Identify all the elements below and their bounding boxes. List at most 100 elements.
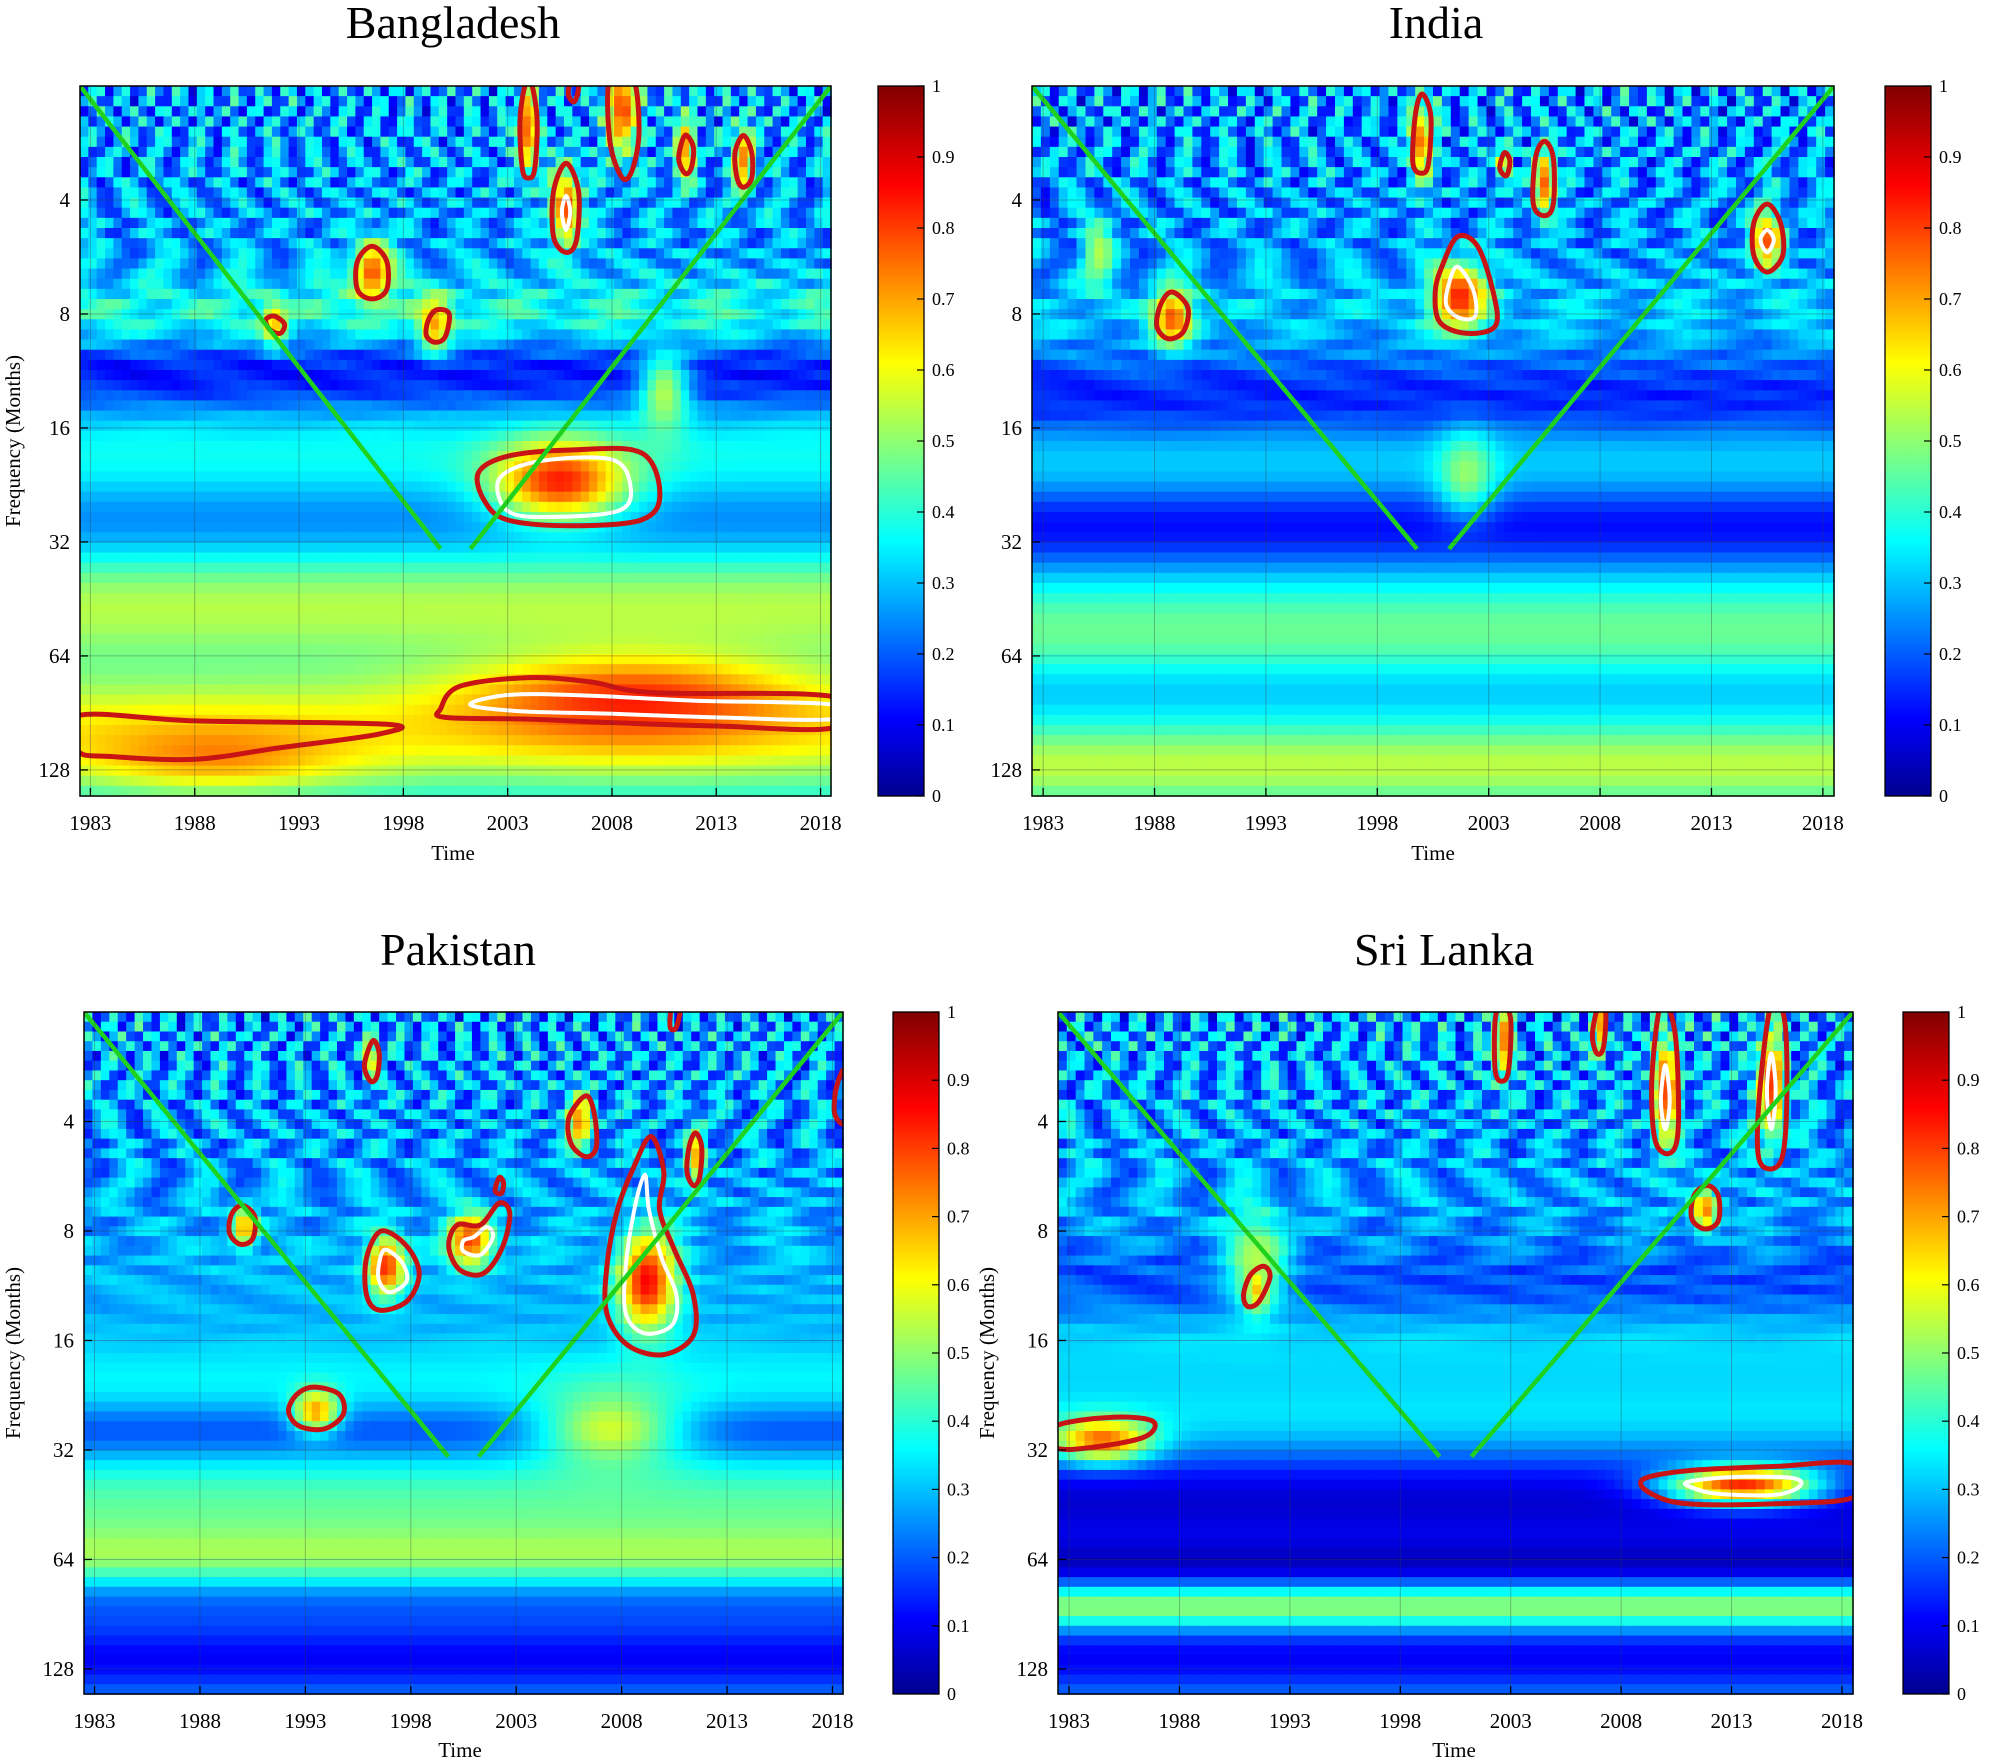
heatmap-cell bbox=[631, 431, 640, 442]
heatmap-cell bbox=[255, 613, 264, 624]
heatmap-cell bbox=[372, 624, 381, 635]
heatmap-cell bbox=[539, 238, 548, 249]
heatmap-cell bbox=[439, 208, 448, 219]
heatmap-cell bbox=[297, 157, 306, 168]
heatmap-cell bbox=[581, 482, 590, 493]
heatmap-cell bbox=[272, 451, 281, 462]
heatmap-cell bbox=[714, 198, 723, 209]
heatmap-cell bbox=[138, 228, 147, 239]
heatmap-cell bbox=[589, 208, 598, 219]
heatmap-cell bbox=[756, 603, 765, 614]
heatmap-cell bbox=[289, 258, 298, 269]
heatmap-cell bbox=[339, 471, 348, 482]
heatmap-cell bbox=[230, 137, 239, 148]
heatmap-cell bbox=[472, 522, 481, 533]
heatmap-cell bbox=[389, 208, 398, 219]
heatmap-cell bbox=[389, 299, 398, 310]
heatmap-cell bbox=[88, 198, 97, 209]
heatmap-cell bbox=[522, 248, 531, 259]
heatmap-cell bbox=[297, 613, 306, 624]
heatmap-cell bbox=[531, 187, 540, 198]
heatmap-cell bbox=[272, 258, 281, 269]
heatmap-cell bbox=[806, 198, 815, 209]
heatmap-cell bbox=[230, 512, 239, 523]
heatmap-cell bbox=[147, 411, 156, 422]
heatmap-cell bbox=[723, 137, 732, 148]
heatmap-cell bbox=[489, 400, 498, 411]
heatmap-cell bbox=[672, 553, 681, 564]
heatmap-cell bbox=[806, 238, 815, 249]
heatmap-cell bbox=[606, 299, 615, 310]
heatmap-cell bbox=[464, 208, 473, 219]
heatmap-cell bbox=[798, 299, 807, 310]
heatmap-cell bbox=[280, 634, 289, 645]
heatmap-cell bbox=[222, 96, 231, 107]
heatmap-cell bbox=[222, 502, 231, 513]
heatmap-cell bbox=[372, 583, 381, 594]
heatmap-cell bbox=[172, 167, 181, 178]
heatmap-cell bbox=[756, 96, 765, 107]
heatmap-cell bbox=[80, 167, 89, 178]
heatmap-cell bbox=[731, 329, 740, 340]
heatmap-cell bbox=[172, 137, 181, 148]
heatmap-cell bbox=[656, 238, 665, 249]
heatmap-cell bbox=[105, 431, 114, 442]
heatmap-cell bbox=[188, 380, 197, 391]
heatmap-cell bbox=[456, 421, 465, 432]
heatmap-cell bbox=[280, 492, 289, 503]
heatmap-cell bbox=[748, 269, 757, 280]
heatmap-cell bbox=[639, 583, 648, 594]
heatmap-cell bbox=[614, 482, 623, 493]
heatmap-cell bbox=[230, 390, 239, 401]
heatmap-cell bbox=[255, 492, 264, 503]
heatmap-cell bbox=[439, 451, 448, 462]
heatmap-cell bbox=[723, 309, 732, 320]
heatmap-cell bbox=[188, 157, 197, 168]
heatmap-cell bbox=[756, 380, 765, 391]
heatmap-cell bbox=[773, 106, 782, 117]
heatmap-cell bbox=[723, 542, 732, 553]
heatmap-cell bbox=[806, 451, 815, 462]
heatmap-cell bbox=[739, 542, 748, 553]
heatmap-cell bbox=[372, 350, 381, 361]
heatmap-cell bbox=[781, 289, 790, 300]
heatmap-cell bbox=[497, 329, 506, 340]
heatmap-cell bbox=[214, 482, 223, 493]
heatmap-cell bbox=[739, 593, 748, 604]
heatmap-cell bbox=[506, 177, 515, 188]
heatmap-cell bbox=[430, 269, 439, 280]
heatmap-cell bbox=[138, 106, 147, 117]
heatmap-cell bbox=[723, 624, 732, 635]
heatmap-cell bbox=[430, 492, 439, 503]
heatmap-cell bbox=[214, 340, 223, 351]
heatmap-cell bbox=[97, 238, 106, 249]
heatmap-cell bbox=[614, 279, 623, 290]
heatmap-cell bbox=[155, 340, 164, 351]
heatmap-cell bbox=[539, 411, 548, 422]
heatmap-cell bbox=[764, 583, 773, 594]
heatmap-cell bbox=[773, 471, 782, 482]
heatmap-cell bbox=[589, 350, 598, 361]
heatmap-cell bbox=[322, 106, 331, 117]
heatmap-cell bbox=[222, 553, 231, 564]
heatmap-cell bbox=[105, 147, 114, 158]
heatmap-cell bbox=[439, 553, 448, 564]
heatmap-cell bbox=[347, 137, 356, 148]
heatmap-cell bbox=[430, 512, 439, 523]
heatmap-cell bbox=[639, 208, 648, 219]
heatmap-cell bbox=[80, 370, 89, 381]
heatmap-cell bbox=[364, 208, 373, 219]
heatmap-cell bbox=[355, 492, 364, 503]
heatmap-cell bbox=[88, 573, 97, 584]
heatmap-cell bbox=[773, 127, 782, 138]
heatmap-cell bbox=[138, 238, 147, 249]
heatmap-cell bbox=[88, 269, 97, 280]
heatmap-cell bbox=[647, 431, 656, 442]
heatmap-cell bbox=[188, 106, 197, 117]
heatmap-cell bbox=[506, 431, 515, 442]
heatmap-cell bbox=[556, 613, 565, 624]
heatmap-cell bbox=[664, 421, 673, 432]
heatmap-cell bbox=[113, 167, 122, 178]
heatmap-cell bbox=[339, 502, 348, 513]
heatmap-cell bbox=[814, 137, 823, 148]
